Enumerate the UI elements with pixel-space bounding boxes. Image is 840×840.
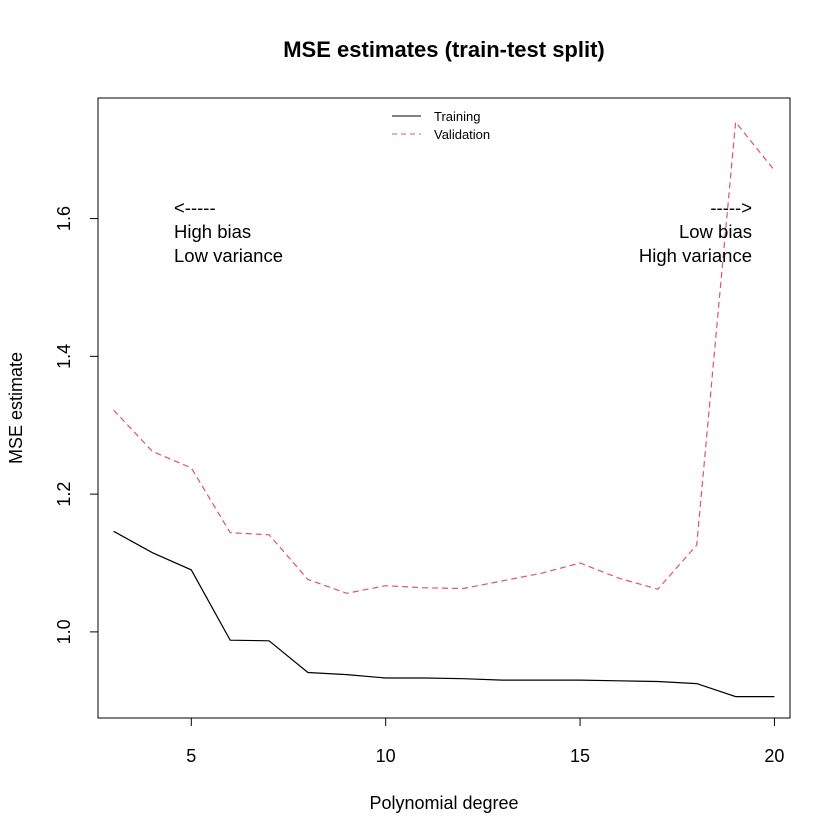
series-layer [113, 120, 775, 698]
y-axis-label: MSE estimate [6, 352, 26, 464]
annotation-left-arrow: <----- [174, 197, 216, 218]
chart-title: MSE estimates (train-test split) [283, 37, 605, 62]
y-tick-label: 1.6 [54, 206, 74, 231]
legend-label-training: Training [434, 109, 480, 124]
series-line-validation [113, 120, 775, 594]
x-tick-label: 5 [186, 746, 196, 766]
series-line-training [113, 530, 775, 698]
annotation-right-line1: Low bias [679, 221, 752, 242]
annotation-right-arrow: -----> [710, 197, 752, 218]
annotation-right-line2: High variance [639, 245, 752, 266]
plot-frame [97, 97, 791, 719]
legend-label-validation: Validation [434, 127, 490, 142]
x-tick-label: 10 [376, 746, 396, 766]
x-axis-label: Polynomial degree [369, 793, 518, 813]
y-axis: 1.0 1.2 1.4 1.6 [54, 206, 99, 644]
y-tick-label: 1.2 [54, 482, 74, 507]
annotation-left-line2: Low variance [174, 245, 283, 266]
y-tick-label: 1.4 [54, 344, 74, 369]
annotation-left: <----- High bias Low variance [174, 197, 283, 266]
legend: Training Validation [392, 109, 490, 142]
annotation-right: -----> Low bias High variance [639, 197, 752, 266]
x-axis: 5 10 15 20 [186, 717, 784, 766]
y-tick-label: 1.0 [54, 619, 74, 644]
x-tick-label: 20 [764, 746, 784, 766]
annotation-left-line1: High bias [174, 221, 251, 242]
x-tick-label: 15 [570, 746, 590, 766]
